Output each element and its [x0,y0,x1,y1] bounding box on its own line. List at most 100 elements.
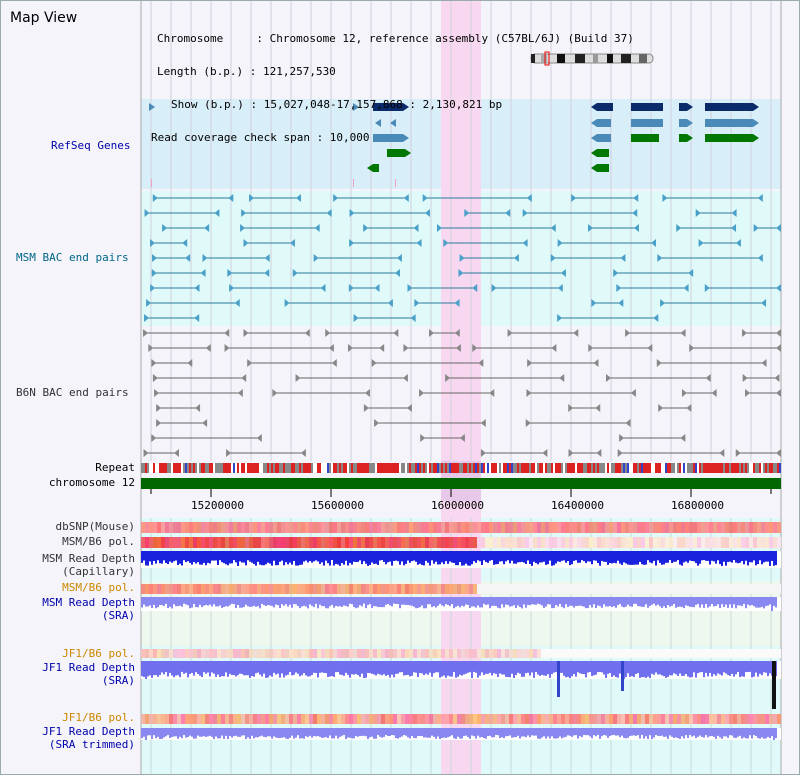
heat-cell [469,522,473,533]
heat-cell [249,649,253,658]
heat-cell [577,522,581,533]
track-label-jf1-b6-pol-b[interactable]: JF1/B6 pol. [62,711,135,724]
depth-bar [735,597,737,609]
heat-cell [429,522,433,533]
track-label-msm-b6-pol-b[interactable]: MSM/B6 pol. [62,581,135,594]
depth-bar [327,661,329,677]
gene-model [387,149,405,157]
track-label-msm-b6-pol-a[interactable]: MSM/B6 pol. [62,535,135,548]
repeat-segment [401,463,403,473]
depth-bar [537,551,539,565]
depth-bar [289,661,291,673]
heat-cell [657,649,661,658]
track-label-jf1-depth-trim[interactable]: JF1 Read Depth [42,725,135,738]
depth-bar [405,597,407,605]
heat-cell [517,537,521,548]
heat-cell [165,522,169,533]
heat-cell [453,649,457,658]
depth-bar [759,728,761,739]
depth-bar [319,551,321,564]
depth-bar [157,661,159,677]
depth-bar [525,597,527,608]
repeat-segment [241,463,243,473]
heat-cell [357,649,361,658]
heat-cell [573,522,577,533]
track-label-b6n-bac[interactable]: B6N BAC end pairs [16,386,129,399]
depth-bar [755,551,757,566]
heat-cell [689,584,693,594]
heat-cell [557,584,561,594]
heat-cell [369,649,373,658]
depth-bar [705,551,707,561]
heat-cell [617,537,621,548]
track-label-dbsnp[interactable]: dbSNP(Mouse) [55,520,135,533]
heat-cell [241,537,245,548]
track-label-repeat[interactable]: Repeat [95,461,135,474]
track-label-msm-depth-cap[interactable]: MSM Read Depth [42,552,135,565]
track-label-msm-depth-sra[interactable]: MSM Read Depth [42,596,135,609]
repeat-segment [607,463,609,473]
bac-end [522,239,528,247]
depth-bar [481,661,483,673]
depth-bar [193,661,195,676]
heat-cell [741,584,745,594]
heat-cell [145,649,149,658]
depth-bar [353,728,355,739]
heat-cell [505,714,509,724]
repeat-segment [239,463,241,473]
depth-bar [605,597,607,607]
depth-bar [661,728,663,736]
depth-bar [163,597,165,607]
heat-cell [557,714,561,724]
heat-cell [321,522,325,533]
depth-bar [481,597,483,608]
depth-bar [539,661,541,676]
repeat-segment [273,463,275,473]
repeat-segment [557,463,559,473]
depth-bar [433,661,435,674]
depth-bar [569,551,571,566]
depth-bar [745,597,747,609]
bac-end [202,254,208,262]
highlight-region [441,1,481,774]
track-label-jf1-depth-sra[interactable]: JF1 Read Depth [42,661,135,674]
track-label-jf1-b6-pol-a[interactable]: JF1/B6 pol. [62,647,135,660]
depth-bar [355,661,357,675]
depth-bar [265,661,267,678]
repeat-segment [525,463,527,473]
bac-end [333,194,339,202]
depth-bar [307,728,309,737]
repeat-segment [329,463,331,473]
depth-bar [365,728,367,737]
heat-cell [581,537,585,548]
heat-cell [481,537,485,548]
track-label-refseq[interactable]: RefSeq Genes [51,139,131,152]
depth-bar [253,551,255,565]
depth-bar [437,551,439,565]
depth-spike [557,661,560,697]
depth-bar [455,661,457,678]
heat-cell [181,584,185,594]
bac-end [437,224,443,232]
heat-cell [565,649,569,658]
heat-cell [589,649,593,658]
depth-bar [147,728,149,736]
heat-cell [729,649,733,658]
track-label-msm-bac[interactable]: MSM BAC end pairs [16,251,129,264]
depth-bar [367,661,369,673]
heat-cell [533,537,537,548]
heat-cell [529,649,533,658]
heat-cell [745,537,749,548]
depth-bar [629,661,631,677]
depth-bar [427,551,429,563]
heat-cell [577,714,581,724]
heat-cell [269,649,273,658]
heat-cell [525,649,529,658]
bac-end [680,329,686,337]
depth-bar [357,551,359,562]
heat-cell [549,537,553,548]
bac-end [731,224,737,232]
repeat-segment [507,463,509,473]
depth-bar [757,597,759,608]
